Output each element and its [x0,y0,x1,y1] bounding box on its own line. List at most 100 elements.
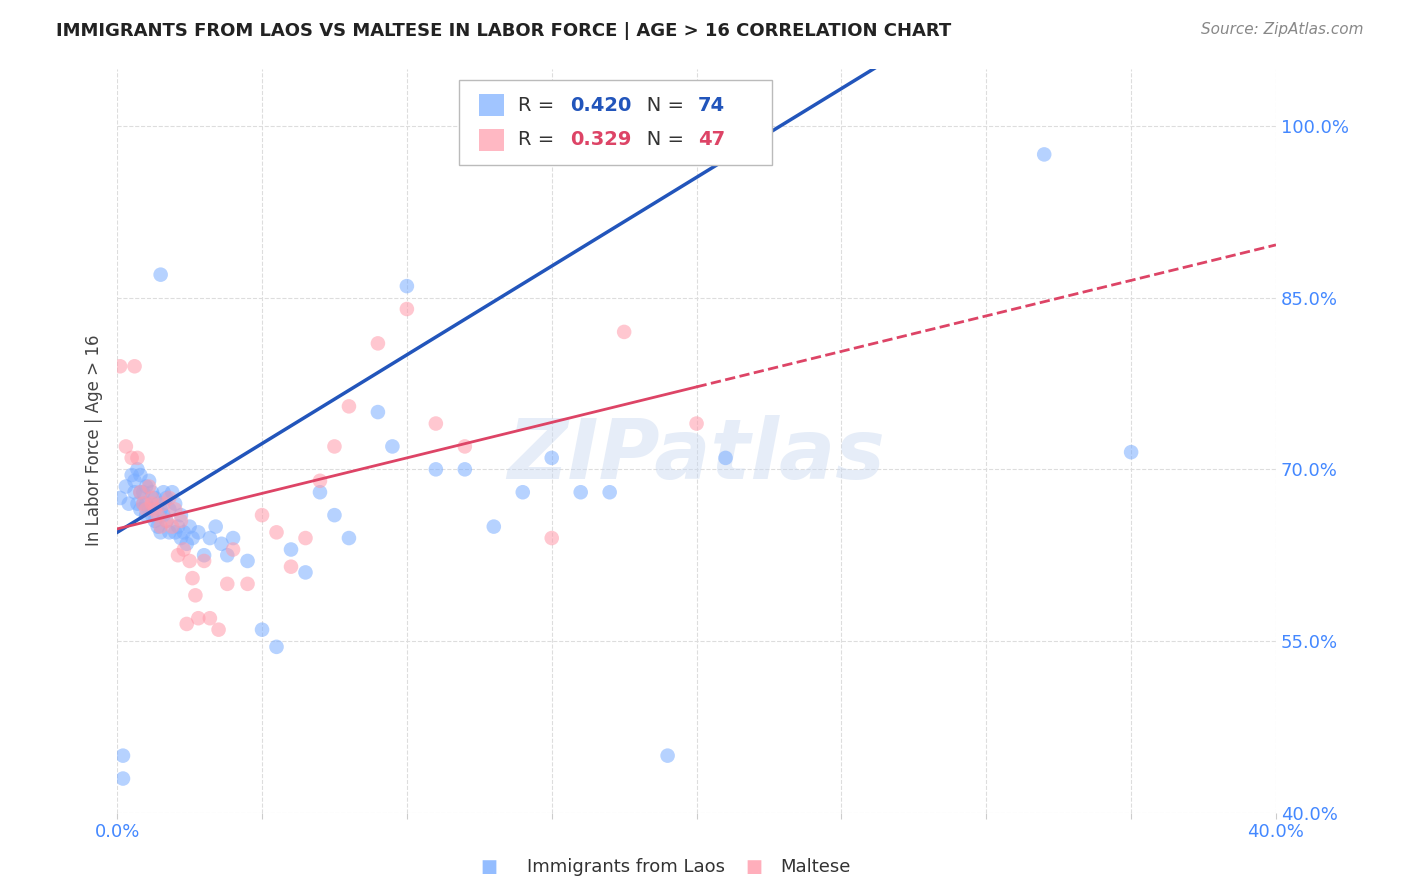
Point [207,623,229,637]
Point [173,525,195,540]
Point [141,491,163,505]
Point [280,542,302,557]
Point [599,485,621,500]
Point [367,405,389,419]
Point [425,462,447,476]
Point [149,268,172,282]
Point [129,502,152,516]
Point [181,531,204,545]
Point [176,537,198,551]
Text: ■: ■ [481,858,498,876]
Point [152,497,174,511]
Point [454,462,477,476]
Point [155,514,177,528]
Point [323,439,346,453]
Point [127,462,149,476]
Point [482,519,505,533]
Point [141,508,163,523]
Point [1033,147,1056,161]
Point [132,485,155,500]
Point [138,479,160,493]
Point [143,491,166,505]
Point [179,554,201,568]
Point [129,485,152,500]
Point [155,514,177,528]
Point [157,525,180,540]
Point [337,531,360,545]
Point [250,508,273,523]
Point [170,514,193,528]
Point [250,623,273,637]
Point [367,336,389,351]
Point [540,450,562,465]
Point [222,542,245,557]
Point [108,491,131,505]
Point [165,502,187,516]
Point [132,497,155,511]
Point [193,554,215,568]
Point [118,497,141,511]
Point [135,479,157,493]
Point [146,508,169,523]
Point [160,485,183,500]
Point [141,497,163,511]
Text: IMMIGRANTS FROM LAOS VS MALTESE IN LABOR FORCE | AGE > 16 CORRELATION CHART: IMMIGRANTS FROM LAOS VS MALTESE IN LABOR… [56,22,952,40]
Point [127,450,149,465]
Point [176,616,198,631]
Point [111,748,134,763]
Point [155,491,177,505]
Point [323,508,346,523]
Point [337,400,360,414]
Point [152,485,174,500]
Point [454,439,477,453]
Point [135,502,157,516]
Point [152,508,174,523]
Point [127,497,149,511]
Point [211,537,233,551]
Point [149,525,172,540]
Point [143,514,166,528]
Point [1119,445,1142,459]
Point [266,525,288,540]
Point [217,548,239,562]
Point [165,497,187,511]
Point [115,479,138,493]
Point [129,485,152,500]
Point [135,497,157,511]
Point [184,588,207,602]
Point [160,519,183,533]
Point [280,559,302,574]
Point [309,474,332,488]
Point [309,485,332,500]
Point [111,772,134,786]
Point [115,439,138,453]
Point [381,439,404,453]
Text: 74: 74 [697,95,725,115]
Point [124,485,146,500]
Point [657,748,679,763]
Text: ZIPatlas: ZIPatlas [508,415,886,496]
Text: 0.420: 0.420 [571,95,631,115]
Text: ■: ■ [745,858,762,876]
Point [157,502,180,516]
Point [132,497,155,511]
Point [143,502,166,516]
Point [157,491,180,505]
Point [613,325,636,339]
Point [121,450,143,465]
Point [685,417,707,431]
Point [187,525,209,540]
Y-axis label: In Labor Force | Age > 16: In Labor Force | Age > 16 [86,335,103,547]
Point [193,548,215,562]
Point [167,519,190,533]
Text: N =: N = [628,130,690,149]
Point [121,468,143,483]
Point [395,279,418,293]
Point [187,611,209,625]
Point [124,474,146,488]
Text: 0.329: 0.329 [571,130,631,149]
Point [198,611,221,625]
Bar [478,95,505,117]
Point [204,519,226,533]
Point [714,450,737,465]
